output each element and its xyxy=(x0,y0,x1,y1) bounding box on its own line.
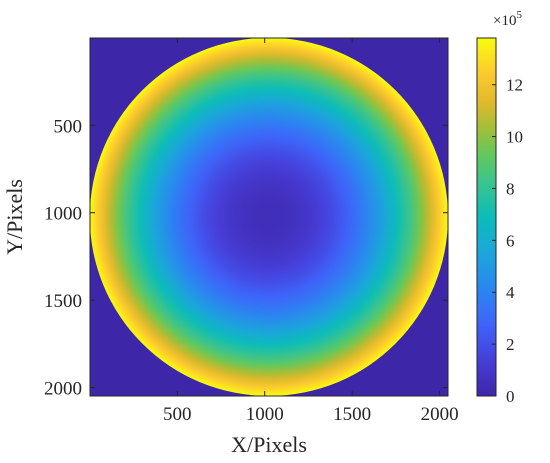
plot-area xyxy=(89,37,449,397)
x-tick-label: 2000 xyxy=(421,404,459,425)
x-axis-label: X/Pixels xyxy=(231,432,307,457)
colorbar-tick-label: 8 xyxy=(506,179,515,198)
colorbar-multiplier-base: ×10 xyxy=(493,13,516,29)
colorbar-tick-label: 0 xyxy=(506,387,515,406)
colorbar: 0 2 4 6 8 10 12 ×105 xyxy=(476,9,523,406)
colorbar-tick-label: 2 xyxy=(506,335,515,354)
colorbar-multiplier: ×105 xyxy=(493,9,522,29)
y-axis-ticks: 500 1000 1500 2000 xyxy=(44,116,448,400)
y-tick-label: 1000 xyxy=(44,204,82,225)
colorbar-tick-label: 12 xyxy=(506,76,523,95)
colorbar-tick-label: 6 xyxy=(506,231,515,250)
x-axis-ticks: 500 1000 1500 2000 xyxy=(163,38,459,425)
x-tick-label: 500 xyxy=(163,404,192,425)
colorbar-tick-label: 4 xyxy=(506,283,515,302)
intensity-disk xyxy=(89,37,448,396)
y-tick-label: 2000 xyxy=(44,379,82,400)
y-tick-label: 1500 xyxy=(44,291,82,312)
y-axis-label: Y/Pixels xyxy=(2,179,27,255)
colorbar-tick-label: 10 xyxy=(506,128,523,147)
plot-frame xyxy=(89,37,449,397)
colorbar-exponent: 5 xyxy=(516,9,522,21)
x-tick-label: 1500 xyxy=(333,404,371,425)
x-tick-label: 1000 xyxy=(246,404,284,425)
colorbar-ticks: 0 2 4 6 8 10 12 xyxy=(492,76,523,406)
y-tick-label: 500 xyxy=(54,116,83,137)
colorbar-scale xyxy=(476,37,497,397)
